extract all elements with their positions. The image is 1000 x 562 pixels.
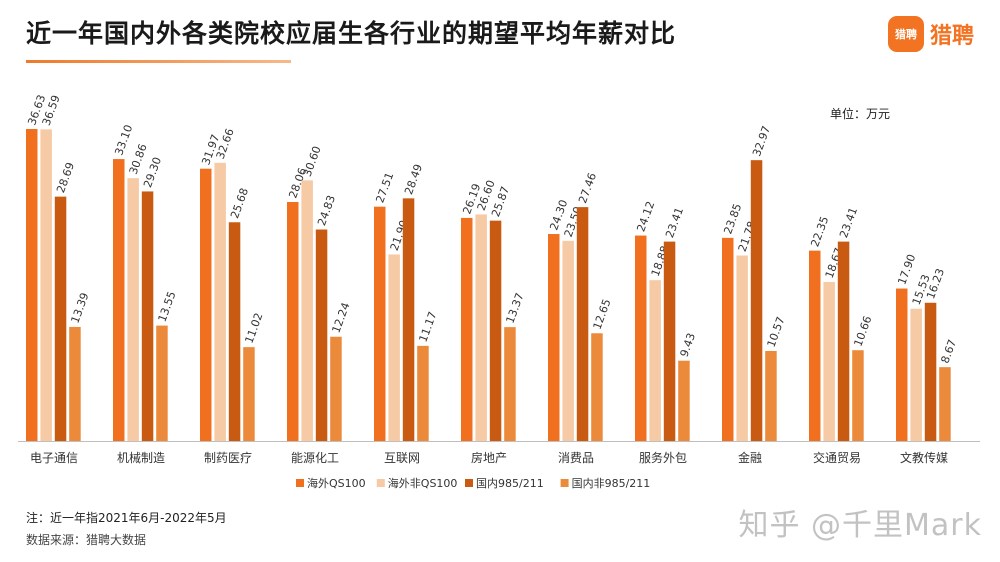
- data-label: 22.35: [808, 215, 831, 249]
- bar: [69, 326, 81, 441]
- footnote: 注：近一年指2021年6月-2022年5月: [26, 511, 227, 525]
- data-label: 28.49: [402, 162, 425, 196]
- legend-swatch: [560, 479, 569, 487]
- category-label: 机械制造: [117, 450, 165, 465]
- logo-icon: 猎聘: [887, 16, 924, 52]
- data-label: 24.83: [315, 193, 338, 227]
- category-label: 交通贸易: [813, 450, 861, 465]
- data-label: 10.66: [852, 314, 875, 348]
- bar: [736, 255, 748, 441]
- data-source: 数据来源：猎聘大数据: [26, 533, 147, 547]
- data-label: 9.43: [678, 331, 699, 358]
- logo-text: 猎聘: [929, 24, 974, 49]
- bar: [301, 180, 313, 441]
- bar: [388, 254, 400, 441]
- category-label: 能源化工: [291, 451, 339, 465]
- legend-swatch: [296, 479, 304, 487]
- data-label: 24.12: [634, 200, 657, 234]
- bar: [663, 241, 676, 441]
- legend-label: 海外非QS100: [388, 476, 458, 490]
- bar: [287, 201, 299, 441]
- bar: [576, 207, 589, 441]
- bar: [200, 168, 212, 441]
- bar: [823, 281, 835, 441]
- bar: [722, 237, 734, 441]
- watermark: 知乎 @千里Mark: [738, 508, 982, 543]
- data-label: 13.39: [69, 291, 92, 325]
- bar: [939, 367, 951, 441]
- bar: [141, 191, 154, 441]
- data-label: 13.55: [156, 290, 179, 324]
- bar: [910, 308, 922, 441]
- bar: [475, 214, 487, 441]
- bar: [243, 347, 255, 441]
- bar: [591, 333, 603, 441]
- bar: [315, 229, 328, 441]
- brand-logo: 猎聘 猎聘: [887, 16, 974, 52]
- legend-label: 国内非985/211: [572, 476, 651, 490]
- category-label: 服务外包: [639, 450, 687, 465]
- data-label: 27.46: [576, 171, 599, 205]
- data-label: 11.02: [243, 311, 266, 345]
- bar: [504, 327, 516, 441]
- data-label: 32.97: [750, 124, 773, 158]
- legend-swatch: [465, 479, 473, 487]
- bar: [924, 302, 937, 441]
- bar: [635, 235, 647, 441]
- data-label: 23.41: [837, 206, 860, 240]
- category-label: 制药医疗: [204, 451, 252, 465]
- category-label: 互联网: [384, 451, 420, 465]
- bar: [374, 206, 386, 441]
- bar: [228, 222, 241, 441]
- data-label: 8.67: [939, 338, 960, 365]
- bar: [26, 129, 38, 441]
- legend-label: 海外QS100: [307, 476, 366, 490]
- bar: [489, 220, 502, 441]
- category-label: 文教传媒: [900, 450, 948, 465]
- data-label: 23.85: [721, 202, 744, 236]
- bar: [402, 198, 415, 441]
- bar: [678, 360, 690, 441]
- data-label: 12.24: [330, 301, 353, 335]
- category-label: 房地产: [471, 450, 507, 465]
- data-label: 23.41: [663, 206, 686, 240]
- category-label: 电子通信: [30, 451, 78, 465]
- bar: [852, 350, 864, 441]
- data-label: 33.10: [112, 123, 135, 157]
- bar: [896, 288, 908, 441]
- legend-label: 国内985/211: [476, 476, 544, 490]
- data-label: 27.51: [373, 171, 396, 205]
- bar: [113, 159, 125, 442]
- bar: [750, 160, 763, 442]
- bar: [156, 325, 168, 441]
- data-label: 13.37: [504, 291, 527, 325]
- data-label: 25.68: [228, 186, 251, 220]
- title-underline: [26, 60, 291, 63]
- legend-swatch: [376, 479, 385, 487]
- chart-title: 近一年国内外各类院校应届生各行业的期望平均年薪对比: [26, 19, 677, 48]
- data-label: 17.90: [895, 253, 918, 287]
- bar: [54, 196, 67, 441]
- bar: [214, 162, 226, 441]
- bar: [461, 217, 473, 441]
- unit-label: 单位：万元: [829, 107, 890, 121]
- bar: [809, 250, 821, 441]
- bar: [837, 241, 850, 441]
- data-label: 11.17: [417, 310, 440, 344]
- bar: [649, 280, 661, 441]
- bar: [330, 336, 342, 441]
- bar: [40, 129, 52, 441]
- data-label: 10.57: [765, 315, 788, 349]
- data-label: 28.69: [54, 161, 77, 195]
- category-label: 金融: [738, 450, 762, 465]
- bar: [765, 350, 777, 441]
- category-label: 消费品: [558, 451, 594, 465]
- bar: [562, 240, 574, 441]
- data-label: 12.65: [591, 297, 614, 331]
- bar: [548, 234, 560, 441]
- bar: [127, 178, 139, 441]
- bar: [417, 345, 429, 441]
- data-label: 30.60: [301, 144, 324, 178]
